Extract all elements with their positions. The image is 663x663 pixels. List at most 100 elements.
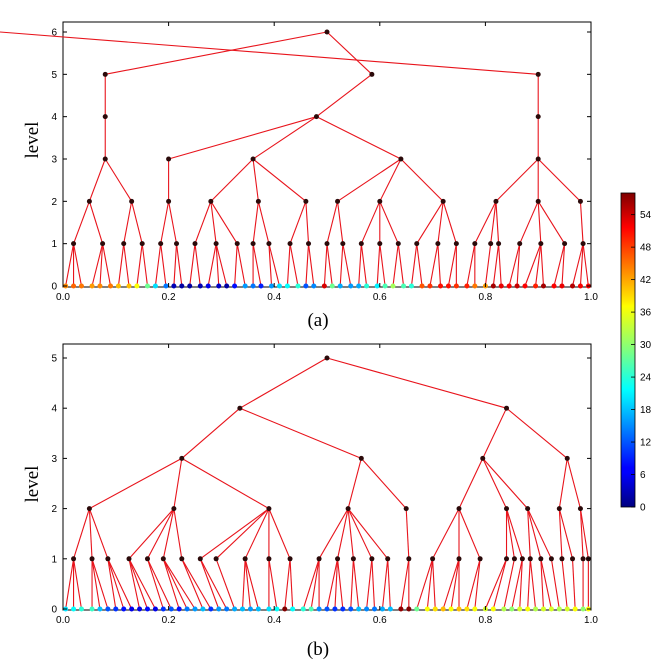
leaf-node [216, 606, 222, 612]
leaf-node [171, 283, 177, 289]
y-tick-label: 5 [51, 354, 57, 365]
tree-edge [474, 558, 481, 610]
leaf-node [427, 283, 433, 289]
leaf-node [105, 606, 111, 612]
leaf-node [472, 606, 478, 612]
leaf-node [232, 606, 238, 612]
tree-node [266, 506, 272, 512]
leaf-node [240, 606, 246, 612]
tree-edge [337, 508, 349, 559]
leaf-node [192, 606, 198, 612]
leaf-node [144, 606, 150, 612]
tree-edge [146, 558, 164, 610]
leaf-node [517, 606, 523, 612]
tree-edge [199, 558, 220, 610]
tree-edge [326, 357, 507, 409]
leaf-node [89, 283, 95, 289]
tree-edge [162, 508, 175, 559]
tree-edge [252, 158, 307, 202]
tree-edge [102, 243, 112, 287]
tree-edge [123, 243, 130, 287]
tree-node [395, 241, 401, 247]
tree-edge [65, 243, 75, 287]
tree-edge [527, 508, 531, 559]
tree-edge [215, 508, 270, 560]
leaf-node [126, 283, 132, 289]
tree-node [166, 198, 172, 204]
tree-edge [490, 201, 497, 244]
tree-edge [105, 31, 328, 75]
tree-node [324, 29, 330, 35]
leaf-node [580, 606, 586, 612]
y-axis-label-b: level [22, 466, 43, 503]
x-tick-label: 0.8 [478, 292, 492, 303]
tree-node [102, 114, 108, 120]
colorbar-tick-label: 18 [640, 405, 652, 416]
tree-edge [571, 558, 576, 610]
tree-edge [474, 201, 497, 244]
x-tick-label: 0.4 [267, 292, 281, 303]
tree-edge [162, 558, 180, 610]
leaf-node [269, 283, 275, 289]
leaf-node [501, 606, 507, 612]
leaf-node [242, 283, 248, 289]
tree-node [564, 455, 570, 461]
tree-edge [73, 558, 83, 610]
colorbar-tick-label: 0 [640, 503, 646, 514]
tree-edge [371, 558, 376, 610]
tree-node [340, 241, 346, 247]
leaf-node [559, 283, 565, 289]
tree-edge [495, 158, 539, 202]
leaf-node [419, 283, 425, 289]
tree-node [517, 241, 523, 247]
tree-edge [484, 243, 492, 287]
tree-edge [73, 201, 90, 244]
leaf-node [498, 283, 504, 289]
x-tick-label: 0.6 [373, 292, 387, 303]
leaf-node [321, 283, 327, 289]
tree-edge [392, 243, 399, 287]
tree-node [456, 556, 462, 562]
tree-node [577, 506, 583, 512]
leaf-node [570, 283, 576, 289]
leaf-node [514, 283, 520, 289]
tree-node [335, 198, 341, 204]
tree-edge [505, 508, 515, 559]
tree-edge [128, 558, 141, 610]
tree-edge [189, 243, 196, 287]
tree-edge [65, 558, 75, 610]
tree-node [488, 241, 494, 247]
leaf-node [200, 606, 206, 612]
tree-edge [350, 558, 354, 610]
tree-edge [347, 508, 389, 560]
tree-edge [347, 508, 373, 560]
tree-edge [107, 558, 125, 610]
tree-node [166, 156, 172, 162]
tree-edge [352, 558, 360, 610]
leaf-node [295, 283, 301, 289]
leaf-node [113, 606, 119, 612]
tree-node [377, 241, 383, 247]
leaf-node [438, 283, 444, 289]
colorbar-tick-label: 24 [640, 373, 652, 384]
tree-edge [207, 243, 217, 287]
leaf-node [179, 283, 185, 289]
tree-edge [131, 201, 143, 244]
y-tick-label: 1 [51, 554, 57, 565]
tree-node [237, 405, 243, 411]
tree-node [535, 156, 541, 162]
leaf-node [163, 283, 169, 289]
tree-panel-a: 0 1 2 3 4 5 6 0.0 0.2 0.4 0.6 0.8 1.0 level (a) [0, 21, 598, 331]
leaf-node [414, 606, 420, 612]
tree-node [453, 241, 459, 247]
tree-edge [181, 457, 270, 510]
tree-edge [239, 407, 362, 459]
tree-edge [89, 457, 183, 510]
tree-edge [397, 243, 405, 287]
tree-edge [537, 201, 542, 244]
tree-node [548, 556, 554, 562]
tree-node [324, 355, 330, 361]
tree-node [71, 556, 77, 562]
tree-edge [553, 243, 566, 287]
tree-edge [482, 458, 529, 509]
